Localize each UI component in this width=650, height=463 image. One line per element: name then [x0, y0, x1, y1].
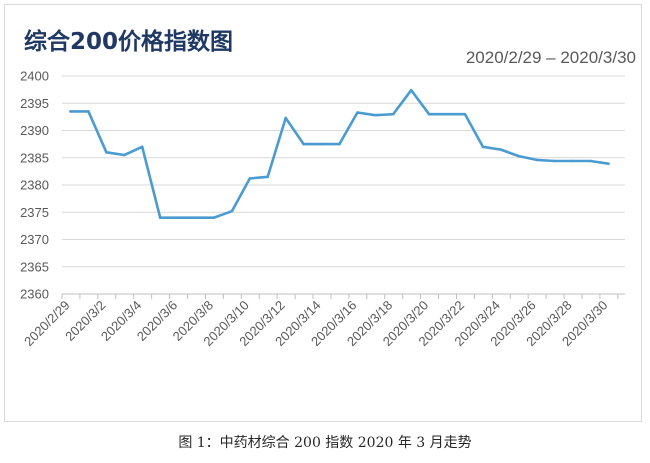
data-point: [607, 162, 610, 166]
y-tick-label: 2390: [20, 123, 49, 138]
data-point: [266, 175, 270, 179]
data-point: [391, 112, 395, 116]
y-tick-label: 2360: [20, 287, 49, 302]
y-tick-label: 2375: [20, 205, 49, 220]
y-tick-label: 2365: [20, 259, 49, 274]
data-point: [481, 145, 485, 149]
data-point: [338, 142, 341, 146]
data-point: [374, 113, 377, 117]
data-point: [87, 110, 90, 113]
data-point: [140, 145, 144, 149]
y-tick-label: 2400: [20, 69, 49, 84]
data-point: [553, 159, 556, 163]
chart-title: 综合200价格指数图: [24, 29, 234, 55]
data-point: [499, 148, 503, 151]
figure-caption: 图 1：中药材综合 200 指数 2020 年 3 月走势: [178, 435, 472, 451]
data-point: [284, 116, 287, 120]
y-tick-label: 2385: [20, 150, 49, 165]
data-point: [122, 153, 126, 157]
x-tick-label: 2020/2/29: [21, 298, 73, 350]
data-point: [105, 151, 108, 154]
data-point: [535, 158, 538, 162]
data-point: [427, 112, 431, 116]
data-point: [248, 177, 252, 180]
chart-frame: [4, 4, 642, 422]
data-point: [194, 216, 198, 219]
y-tick-label: 2380: [20, 178, 49, 193]
y-tick-label: 2395: [20, 96, 49, 111]
data-point: [463, 112, 467, 116]
data-point: [158, 216, 162, 219]
data-point: [589, 159, 592, 163]
data-point: [356, 111, 359, 114]
data-point: [445, 112, 449, 116]
y-tick-label: 2370: [20, 232, 49, 247]
data-point: [212, 216, 216, 219]
data-point: [571, 159, 574, 163]
data-point: [517, 154, 521, 158]
data-point: [320, 142, 323, 146]
data-point: [302, 142, 305, 146]
data-point: [409, 88, 413, 92]
data-point: [69, 110, 72, 113]
chart-date-range: 2020/2/29 – 2020/3/30: [465, 48, 636, 67]
data-point: [176, 216, 180, 219]
series-line: [69, 88, 610, 219]
data-point: [230, 209, 234, 213]
